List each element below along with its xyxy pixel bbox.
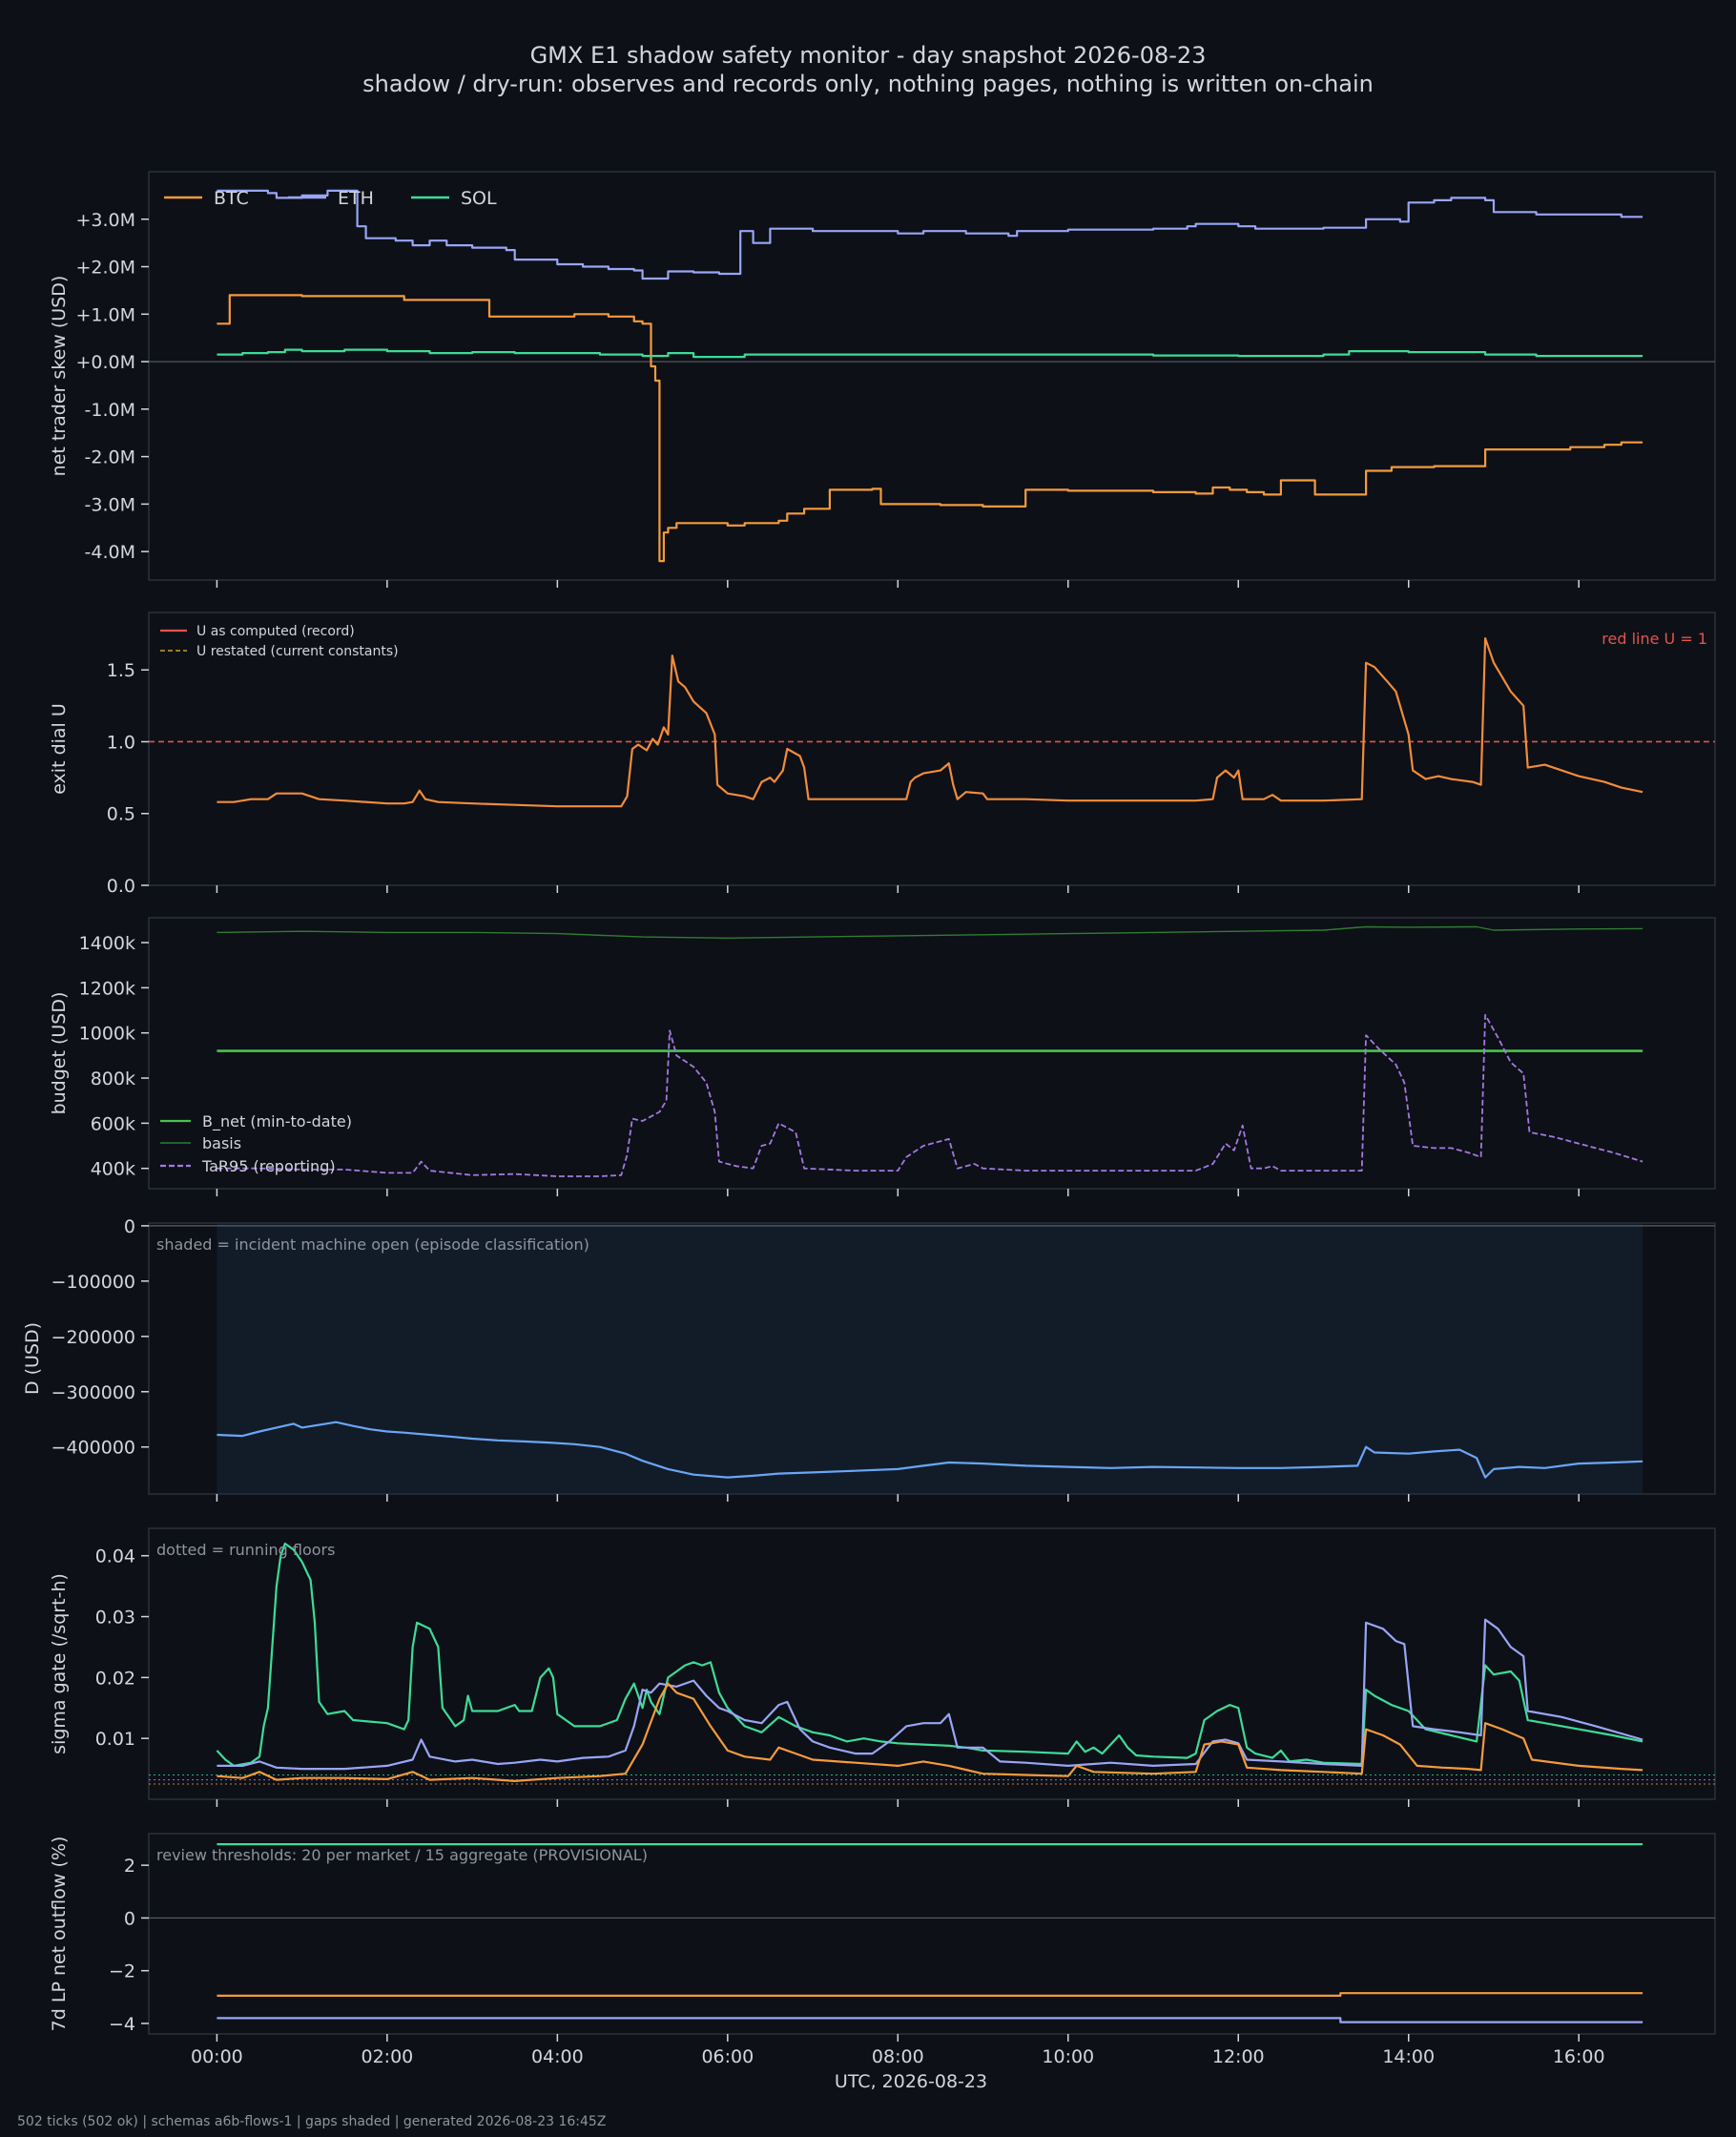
x-tick-label: 14:00 — [1382, 2046, 1435, 2067]
y-tick-label: −4 — [109, 2014, 135, 2035]
y-tick-label: 0.04 — [95, 1546, 135, 1567]
legend-label-u-computed: U as computed (record) — [196, 624, 355, 639]
y-axis-label: sigma gate (/sqrt-h) — [49, 1573, 70, 1754]
y-tick-label: 0.5 — [107, 804, 135, 825]
panel-skew: +3.0M +2.0M +1.0M +0.0M -1.0M -2.0M -3.0M -4.0M… — [49, 171, 1716, 588]
panel-frame — [148, 1833, 1716, 2035]
series-sol — [217, 348, 1643, 359]
y-tick-label: −300000 — [52, 1382, 135, 1403]
y-tick-label: 0.02 — [95, 1668, 135, 1689]
legend-label-bnet: B_net (min-to-date) — [202, 1112, 352, 1131]
series-eth — [217, 189, 1643, 280]
y-axis-label: D (USD) — [22, 1322, 43, 1395]
footer-status: 502 ticks (502 ok) | schemas a6b-flows-1… — [17, 2114, 606, 2129]
x-tick-label: 16:00 — [1553, 2046, 1605, 2067]
x-tick-label: 08:00 — [872, 2046, 924, 2067]
panel-sigma: 0.04 0.03 0.02 0.01 sigma gate (/sqrt-h) dott… — [49, 1527, 1716, 1807]
y-tick-label: 600k — [91, 1113, 135, 1134]
x-tick-label: 06:00 — [701, 2046, 754, 2067]
y-tick-label: −400000 — [52, 1438, 135, 1459]
y-tick-label: 2 — [124, 1856, 135, 1877]
y-tick-label: 1400k — [79, 933, 135, 954]
legend-label-u-restated: U restated (current constants) — [196, 644, 399, 659]
series-sol — [216, 1542, 1643, 1767]
y-tick-label: -1.0M — [85, 400, 135, 421]
y-tick-label: -4.0M — [85, 542, 135, 563]
y-tick-label: +3.0M — [75, 210, 135, 231]
figure-title: GMX E1 shadow safety monitor - day snaps… — [530, 42, 1207, 69]
legend-label-basis: basis — [202, 1134, 241, 1152]
series-btc — [217, 1992, 1643, 1997]
y-axis-label: 7d LP net outflow (%) — [49, 1836, 70, 2032]
panel-budget: 1400k 1200k 1000k 800k 600k 400k budget (USD) B… — [49, 917, 1716, 1196]
panel-d: 0 −100000 −200000 −300000 −400000 D (USD) shad… — [22, 1216, 1716, 1502]
y-tick-label: -3.0M — [85, 494, 135, 515]
panel-lp: 2 0 −2 −4 00:00 02:00 04:00 06:00 08:00 10:00 12:0… — [49, 1833, 1716, 2067]
panel-frame — [148, 171, 1716, 581]
y-axis-label: net trader skew (USD) — [49, 276, 70, 477]
figure-subtitle: shadow / dry-run: observes and records o… — [362, 71, 1374, 97]
legend-label-btc: BTC — [214, 188, 249, 209]
series-basis — [217, 925, 1643, 939]
chart-panels: +3.0M +2.0M +1.0M +0.0M -1.0M -2.0M -3.0M -4.0M… — [22, 171, 1716, 2067]
y-tick-label: 1.5 — [107, 660, 135, 681]
y-axis-label: budget (USD) — [49, 992, 70, 1115]
series-tar95-reporting- — [217, 1013, 1643, 1177]
y-tick-label: +0.0M — [75, 352, 135, 373]
y-tick-label: 0 — [124, 1216, 135, 1237]
y-tick-label: 1200k — [79, 978, 135, 999]
y-axis-label: exit dial U — [49, 703, 70, 795]
panel-frame — [148, 612, 1716, 886]
y-tick-label: 1000k — [79, 1024, 135, 1045]
x-tick-label: 04:00 — [531, 2046, 584, 2067]
panel-frame — [148, 1527, 1716, 1800]
incident-shade — [217, 1224, 1643, 1493]
series-btc — [217, 294, 1643, 563]
series-btc — [217, 1682, 1643, 1782]
legend-label-sol: SOL — [461, 188, 497, 209]
series-eth — [217, 1618, 1643, 1771]
series-eth — [217, 2017, 1643, 2023]
y-tick-label: +1.0M — [75, 304, 135, 325]
x-tick-label: 12:00 — [1212, 2046, 1265, 2067]
panel-annotation: dotted = running floors — [156, 1541, 335, 1559]
series-d — [217, 1421, 1643, 1479]
x-tick-label: 02:00 — [361, 2046, 413, 2067]
panel-annotation: review thresholds: 20 per market / 15 ag… — [156, 1846, 648, 1864]
x-tick-label: 10:00 — [1042, 2046, 1094, 2067]
y-tick-label: +2.0M — [75, 258, 135, 279]
panel-u: red line U = 1 1.5 1.0 0.5 0.0 exit dial U U a… — [49, 612, 1716, 897]
red-line-label: red line U = 1 — [1602, 630, 1707, 648]
y-tick-label: −100000 — [52, 1272, 135, 1293]
y-tick-label: 400k — [91, 1159, 135, 1180]
series-u-as-computed-record- — [217, 637, 1643, 808]
y-tick-label: 0 — [124, 1908, 135, 1929]
y-tick-label: 800k — [91, 1068, 135, 1089]
y-tick-label: 0.03 — [95, 1608, 135, 1629]
x-tick-label: 00:00 — [191, 2046, 243, 2067]
panel-annotation: shaded = incident machine open (episode … — [156, 1235, 589, 1254]
panel-frame — [148, 917, 1716, 1190]
y-tick-label: -2.0M — [85, 447, 135, 468]
y-tick-label: −2 — [109, 1961, 135, 1982]
x-axis-label: UTC, 2026-08-23 — [835, 2071, 987, 2092]
y-tick-label: 0.01 — [95, 1729, 135, 1750]
y-tick-label: 0.0 — [107, 876, 135, 897]
legend-label-tar: TaR95 (reporting) — [201, 1157, 336, 1175]
y-tick-label: 1.0 — [107, 732, 135, 753]
legend-label-eth: ETH — [338, 188, 374, 209]
y-tick-label: −200000 — [52, 1327, 135, 1348]
